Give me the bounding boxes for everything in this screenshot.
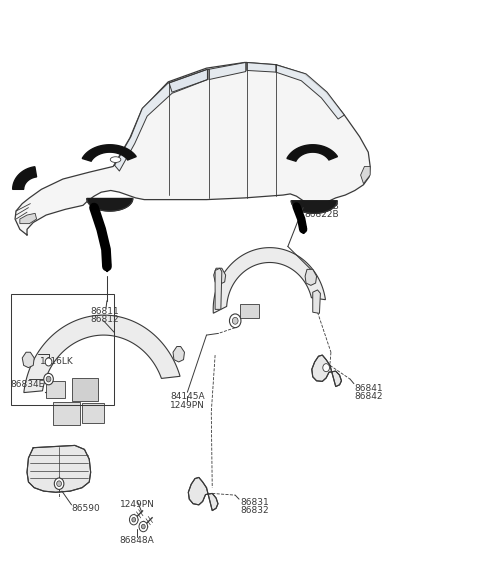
Text: 1416LK: 1416LK bbox=[40, 358, 74, 367]
Text: 86812: 86812 bbox=[91, 315, 120, 324]
Bar bbox=[240, 304, 259, 318]
Polygon shape bbox=[82, 145, 136, 161]
Bar bbox=[72, 378, 98, 401]
Polygon shape bbox=[209, 62, 246, 80]
Text: 86822B: 86822B bbox=[305, 210, 339, 219]
Polygon shape bbox=[287, 145, 337, 161]
Ellipse shape bbox=[110, 157, 121, 163]
Bar bbox=[11, 294, 114, 405]
Circle shape bbox=[139, 521, 148, 532]
Polygon shape bbox=[360, 167, 370, 183]
Text: 86834E: 86834E bbox=[10, 380, 45, 389]
Circle shape bbox=[132, 517, 136, 522]
Text: 86841: 86841 bbox=[355, 384, 384, 393]
Polygon shape bbox=[215, 268, 222, 309]
Polygon shape bbox=[214, 268, 226, 284]
Text: 86811: 86811 bbox=[91, 307, 120, 316]
Circle shape bbox=[142, 524, 145, 529]
Circle shape bbox=[229, 314, 241, 328]
Text: 1249PN: 1249PN bbox=[170, 401, 205, 410]
Circle shape bbox=[45, 358, 52, 366]
Circle shape bbox=[323, 364, 329, 372]
Text: 86831: 86831 bbox=[240, 498, 269, 507]
Circle shape bbox=[44, 374, 53, 385]
Polygon shape bbox=[213, 248, 325, 313]
Circle shape bbox=[57, 481, 61, 486]
Text: 86590: 86590 bbox=[72, 504, 100, 513]
Polygon shape bbox=[169, 69, 207, 92]
Text: 86821B: 86821B bbox=[305, 202, 339, 211]
Bar bbox=[53, 402, 80, 425]
Polygon shape bbox=[24, 315, 180, 393]
Text: 86832: 86832 bbox=[240, 506, 269, 515]
Circle shape bbox=[46, 376, 51, 382]
Circle shape bbox=[232, 317, 238, 324]
Polygon shape bbox=[20, 213, 36, 223]
Polygon shape bbox=[27, 445, 91, 492]
Polygon shape bbox=[312, 355, 341, 387]
Bar bbox=[82, 403, 104, 422]
Polygon shape bbox=[12, 167, 36, 189]
Text: 86842: 86842 bbox=[355, 392, 384, 401]
Text: 84145A: 84145A bbox=[170, 392, 204, 401]
Polygon shape bbox=[15, 62, 370, 235]
Polygon shape bbox=[22, 352, 34, 368]
Polygon shape bbox=[115, 69, 207, 171]
Polygon shape bbox=[173, 347, 184, 362]
Polygon shape bbox=[247, 62, 276, 72]
Circle shape bbox=[130, 515, 138, 525]
Bar bbox=[46, 381, 65, 398]
Polygon shape bbox=[87, 198, 133, 211]
Polygon shape bbox=[291, 201, 337, 213]
Polygon shape bbox=[188, 477, 218, 511]
Text: 86848A: 86848A bbox=[120, 536, 155, 545]
Circle shape bbox=[54, 478, 64, 489]
Polygon shape bbox=[276, 65, 344, 119]
Text: 1249PN: 1249PN bbox=[120, 500, 155, 509]
Polygon shape bbox=[313, 290, 321, 313]
Polygon shape bbox=[305, 269, 317, 285]
